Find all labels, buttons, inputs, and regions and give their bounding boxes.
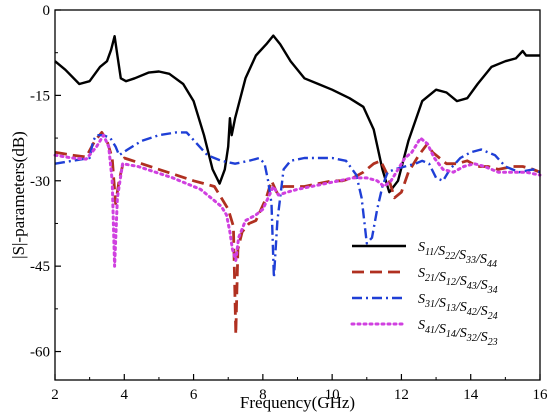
y-tick-label: 0	[43, 3, 51, 19]
y-tick-label: -30	[30, 174, 50, 190]
legend: S11/S22/S33/S44S21/S12/S43/S34S31/S13/S4…	[350, 240, 498, 348]
y-tick-label: -15	[30, 88, 50, 104]
series-line-1	[54, 34, 540, 194]
series-line-2	[54, 131, 541, 336]
x-tick-label: 16	[533, 387, 549, 403]
y-tick-label: -60	[30, 345, 50, 361]
series-line-3	[54, 131, 541, 279]
legend-label-4: S41/S14/S32/S23	[418, 318, 498, 348]
series-line-4	[53, 133, 542, 268]
plot-frame	[54, 9, 541, 381]
x-tick-label: 2	[51, 387, 59, 403]
series-layer	[53, 34, 542, 336]
legend-label-2: S21/S12/S43/S34	[418, 266, 498, 296]
legend-label-1: S11/S22/S33/S44	[418, 240, 497, 270]
ticks-layer: 2 4 6 8 10 12 14 16 0 -15 -30 -45 -60	[30, 3, 548, 403]
x-tick-label: 10	[325, 387, 340, 403]
x-axis-title: Frequency(GHz)	[240, 393, 355, 412]
x-tick-label: 4	[121, 387, 129, 403]
y-axis-title: |S|-parameters(dB)	[9, 131, 28, 259]
y-tick-label: -45	[30, 259, 50, 275]
legend-label-3: S31/S13/S42/S24	[418, 292, 498, 322]
x-tick-label: 6	[190, 387, 198, 403]
x-tick-label: 14	[463, 387, 479, 403]
x-tick-label: 12	[394, 387, 409, 403]
x-tick-label: 8	[259, 387, 267, 403]
